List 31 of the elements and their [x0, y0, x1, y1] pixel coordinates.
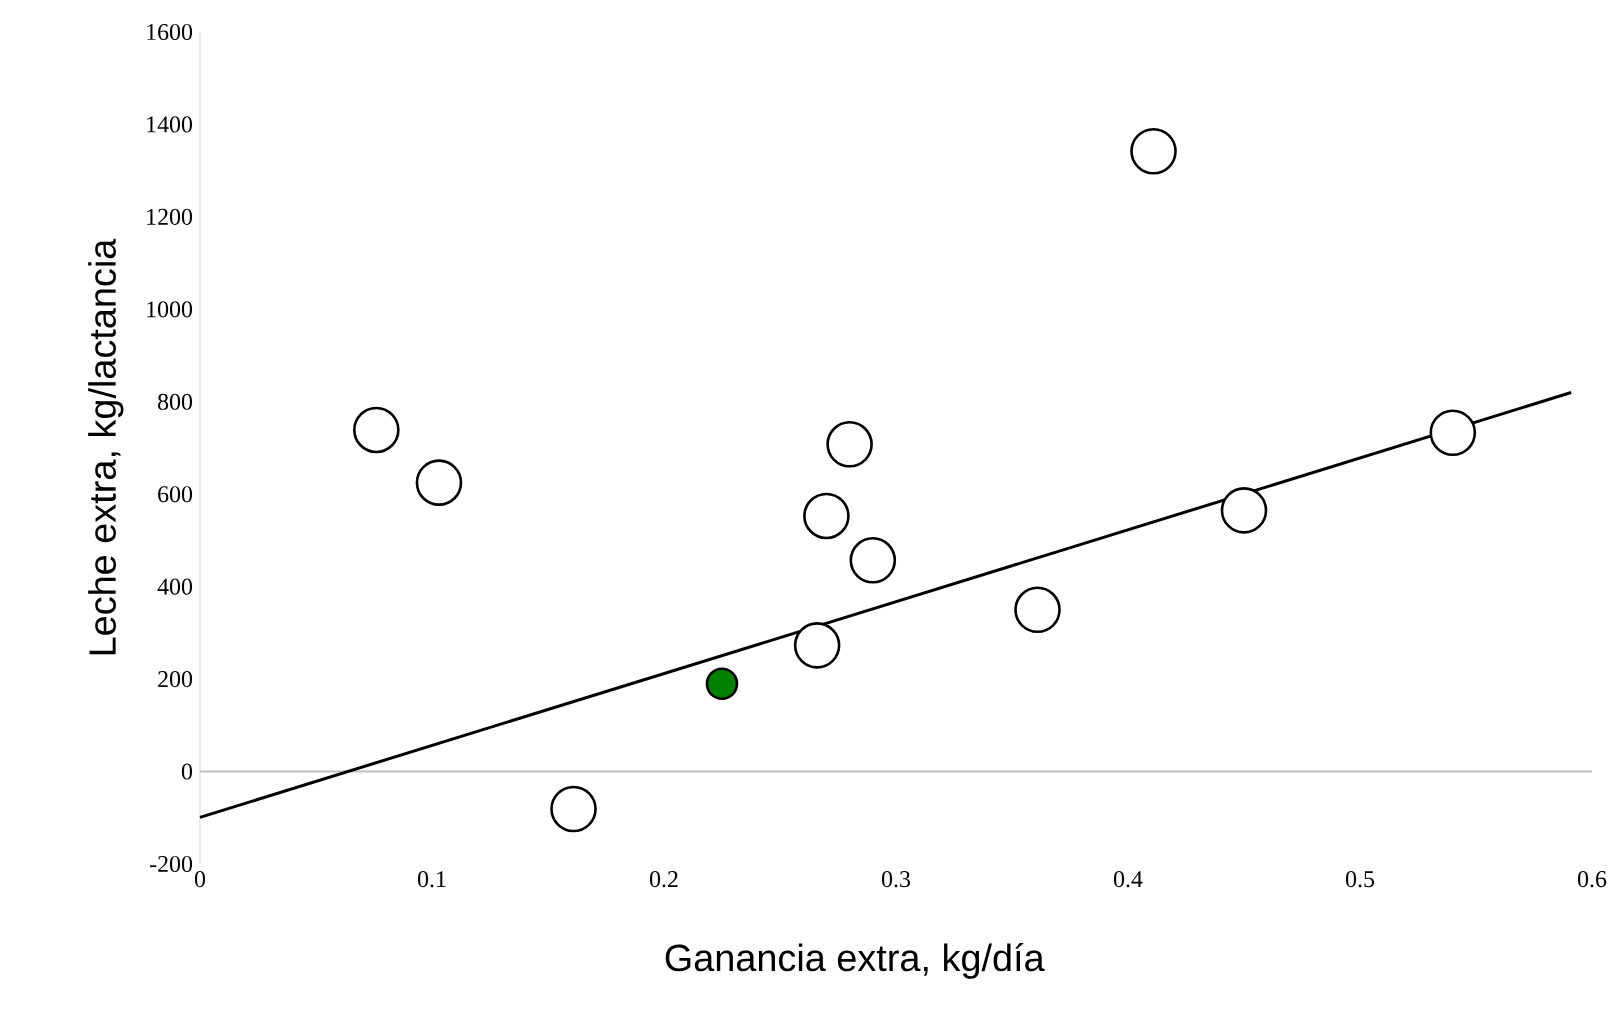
point: [1130, 127, 1177, 175]
y-tick-label: 1200: [147, 208, 193, 225]
y-tick-label: 1400: [147, 116, 193, 133]
x-tick-label: 0.3: [881, 871, 911, 888]
x-tick-label: 0.6: [1577, 871, 1607, 888]
point: [826, 421, 873, 468]
x-tick-label: 0.1: [417, 871, 446, 888]
point: [415, 459, 463, 506]
point: [803, 492, 850, 540]
y-tick-label: 0: [181, 763, 193, 780]
point: [705, 667, 739, 701]
y-tick-label: -200: [150, 855, 193, 873]
x-tick-label: 0.4: [1113, 871, 1143, 888]
y-tick-label: 800: [158, 393, 193, 410]
y-tick-label: 400: [157, 578, 193, 595]
x-tick-label: 0.2: [649, 871, 678, 888]
x-tick-label: 0.5: [1345, 871, 1375, 888]
point: [1429, 409, 1477, 457]
point: [1014, 586, 1061, 634]
point: [1220, 487, 1268, 534]
x-axis-title: Ganancia extra, kg/día: [665, 943, 1045, 979]
point: [550, 785, 597, 833]
x-tick-label: 0: [194, 871, 206, 888]
point: [793, 622, 841, 669]
point: [849, 537, 897, 584]
y-tick-label: 1000: [147, 301, 193, 318]
point: [353, 406, 400, 454]
y-axis-title: Leche extra, kg/lactancia: [88, 238, 124, 655]
y-tick-label: 200: [158, 671, 193, 688]
y-tick-label: 1600: [147, 23, 193, 41]
y-tick-label: 600: [158, 486, 193, 503]
